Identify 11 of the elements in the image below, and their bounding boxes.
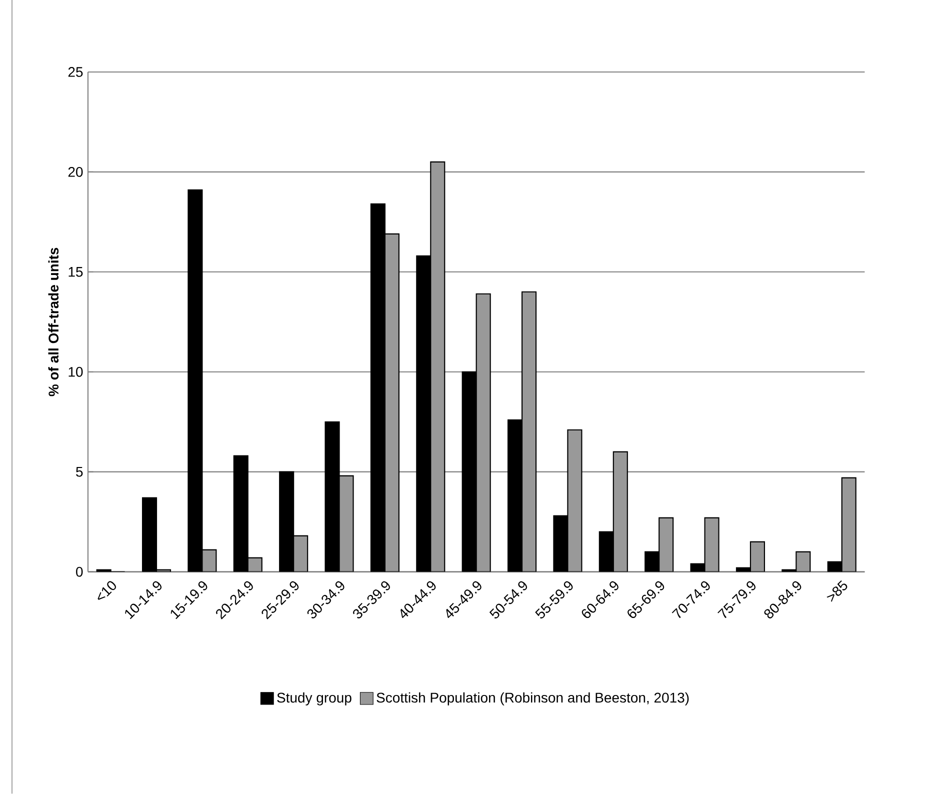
legend-label: Scottish Population (Robinson and Beeston, 2013) [376,692,689,706]
y-tick-label: 5 [76,467,83,477]
x-tick-label: >85 [826,580,848,602]
y-tick-label: 15 [68,267,83,277]
y-tick-label: 0 [76,566,83,577]
y-tick-label: 20 [68,167,83,178]
y-tick-label: 25 [68,67,83,78]
y-axis-title: % of all Off-trade units [48,248,59,396]
x-tick-label: <10 [98,581,116,600]
y-tick-label: 10 [68,367,83,377]
legend-label: Study group [277,692,352,706]
